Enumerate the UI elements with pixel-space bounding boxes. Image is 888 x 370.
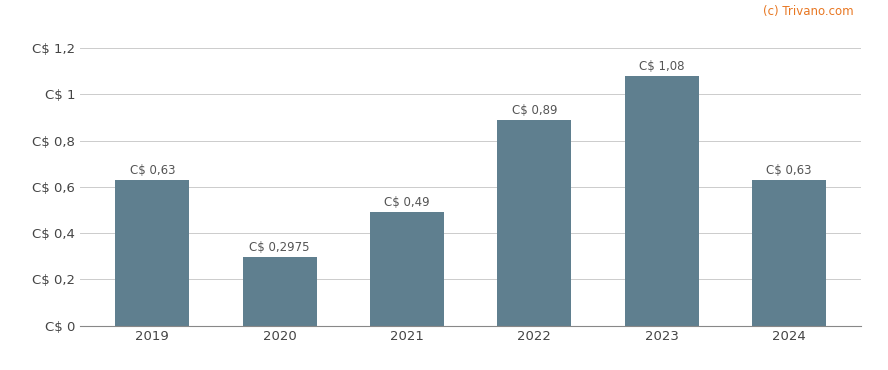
Bar <box>752 180 826 326</box>
Text: (c) Trivano.com: (c) Trivano.com <box>763 5 853 18</box>
Bar <box>242 257 317 326</box>
Text: C$ 0,49: C$ 0,49 <box>385 196 430 209</box>
Text: C$ 0,2975: C$ 0,2975 <box>250 241 310 254</box>
Text: C$ 0,63: C$ 0,63 <box>766 164 812 177</box>
Bar <box>624 76 699 326</box>
Text: C$ 1,08: C$ 1,08 <box>638 60 685 73</box>
Text: C$ 0,63: C$ 0,63 <box>130 164 175 177</box>
Text: C$ 0,89: C$ 0,89 <box>511 104 557 117</box>
Bar <box>497 120 571 326</box>
Bar <box>370 212 444 326</box>
Bar <box>115 180 189 326</box>
